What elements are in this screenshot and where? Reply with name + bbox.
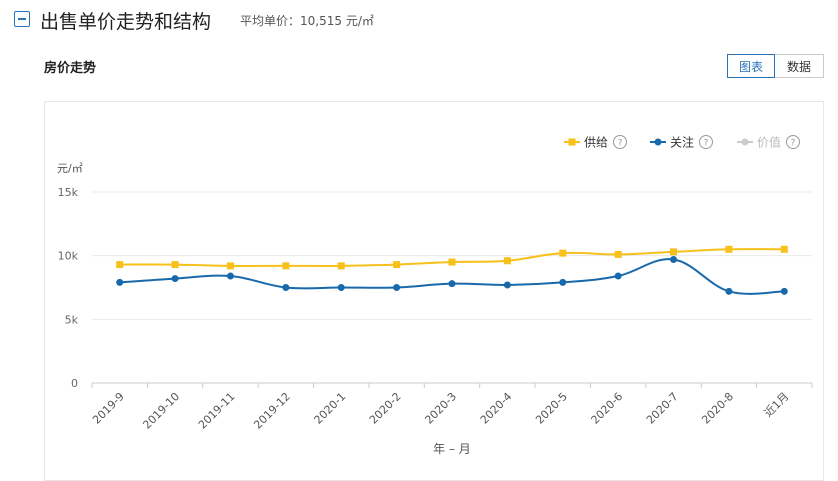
help-icon[interactable] — [613, 135, 627, 149]
help-icon[interactable] — [699, 135, 713, 149]
supply-point — [614, 250, 622, 258]
supply-point — [559, 249, 567, 257]
y-tick-label: 0 — [71, 377, 78, 390]
price-trend-chart: 元/㎡ 0 5k 10k 15k 2019-9 2019-10 2019-11 2019-12 2… — [57, 135, 813, 456]
x-tick-label: 2019-10 — [141, 390, 183, 432]
y-tick-label: 5k — [65, 313, 79, 326]
x-tick-label: 2020-6 — [589, 390, 626, 427]
data-view-button[interactable]: 数据 — [775, 54, 824, 78]
x-axis-label: 年 – 月 — [433, 442, 471, 456]
x-tick-label: 2019-12 — [251, 390, 293, 432]
x-tick-label: 2020-8 — [699, 390, 736, 427]
x-tick-label: 2020-4 — [478, 390, 515, 427]
attention-point — [559, 278, 567, 286]
legend-marker[interactable] — [654, 138, 662, 146]
help-icon[interactable] — [786, 135, 800, 149]
supply-point — [337, 262, 345, 270]
attention-point — [614, 272, 622, 280]
supply-point — [393, 261, 401, 269]
supply-point — [226, 262, 234, 270]
attention-point — [282, 284, 290, 291]
x-tick-label: 2020-3 — [422, 390, 459, 427]
average-price-label: 平均单价： — [240, 14, 301, 28]
collapse-icon[interactable] — [14, 11, 30, 27]
attention-point — [226, 272, 234, 280]
supply-point — [448, 258, 456, 266]
attention-point — [171, 275, 179, 283]
chart-view-button[interactable]: 图表 — [727, 54, 775, 78]
attention-point — [725, 287, 733, 295]
average-price: 平均单价：10,515 元/㎡ — [240, 12, 374, 29]
help-icon-glyph[interactable]: ? — [618, 139, 623, 149]
attention-point — [503, 281, 511, 289]
attention-point — [780, 287, 788, 295]
supply-point — [503, 257, 511, 265]
legend-label[interactable]: 价值 — [757, 135, 781, 150]
attention-point — [393, 284, 401, 291]
supply-point — [725, 245, 733, 253]
legend-label[interactable]: 供给 — [584, 136, 608, 150]
x-tick-label: 2020-5 — [533, 390, 570, 427]
legend-marker[interactable] — [568, 138, 576, 146]
section-title: 出售单价走势和结构 — [40, 11, 212, 33]
attention-point — [448, 280, 456, 288]
x-tick-label: 近1月 — [762, 390, 792, 420]
average-price-value: 10,515 元/㎡ — [300, 14, 374, 28]
attention-point — [116, 278, 124, 286]
attention-point — [337, 284, 345, 291]
y-axis-label: 元/㎡ — [57, 162, 83, 175]
help-icon-glyph[interactable]: ? — [791, 139, 796, 149]
y-tick-label: 10k — [58, 250, 79, 263]
x-tick-label: 2020-2 — [367, 390, 404, 427]
supply-point — [116, 261, 124, 269]
help-icon-glyph[interactable]: ? — [704, 139, 709, 149]
attention-point — [670, 255, 678, 263]
supply-point — [282, 262, 290, 270]
supply-point — [780, 245, 788, 253]
y-tick-label: 15k — [58, 186, 79, 199]
legend-label[interactable]: 关注 — [670, 135, 694, 150]
x-tick-label: 2020-1 — [312, 390, 349, 427]
x-tick-label: 2019-9 — [90, 390, 127, 427]
x-tick-label: 2019-11 — [196, 390, 238, 432]
x-tick-label: 2020-7 — [644, 390, 681, 427]
supply-point — [670, 248, 678, 256]
supply-point — [171, 261, 179, 269]
chart-subtitle: 房价走势 — [44, 61, 97, 76]
view-toggle: 图表 数据 — [727, 54, 824, 78]
legend-marker[interactable] — [741, 138, 749, 146]
